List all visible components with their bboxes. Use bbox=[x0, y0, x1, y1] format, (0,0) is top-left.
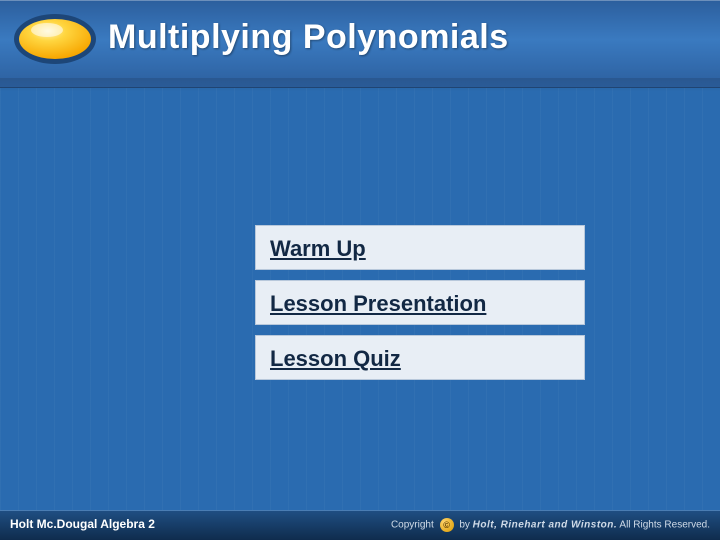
copyright-rights: All Rights Reserved. bbox=[619, 520, 710, 531]
lesson-menu: Warm Up Lesson Presentation Lesson Quiz bbox=[255, 225, 585, 390]
menu-item-label: Lesson Quiz bbox=[270, 346, 401, 371]
copyright-word: Copyright bbox=[391, 520, 434, 531]
menu-item-label: Lesson Presentation bbox=[270, 291, 486, 316]
footer-copyright: Copyright © by Holt, Rinehart and Winsto… bbox=[391, 518, 710, 532]
menu-item-warm-up[interactable]: Warm Up bbox=[255, 225, 585, 270]
copyright-by: by bbox=[459, 520, 470, 531]
footer-brand-left: Holt Mc.Dougal Algebra 2 bbox=[10, 517, 155, 531]
menu-item-label: Warm Up bbox=[270, 236, 366, 261]
copyright-badge-icon: © bbox=[440, 518, 454, 532]
copyright-brand: Holt, Rinehart and Winston. bbox=[473, 520, 618, 531]
oval-icon bbox=[12, 12, 98, 66]
page-title: Multiplying Polynomials bbox=[108, 18, 509, 57]
logo-oval bbox=[12, 12, 98, 66]
menu-item-lesson-presentation[interactable]: Lesson Presentation bbox=[255, 280, 585, 325]
menu-item-lesson-quiz[interactable]: Lesson Quiz bbox=[255, 335, 585, 380]
header-shadow bbox=[0, 78, 720, 92]
footer-bar: Holt Mc.Dougal Algebra 2 Copyright © by … bbox=[0, 510, 720, 540]
